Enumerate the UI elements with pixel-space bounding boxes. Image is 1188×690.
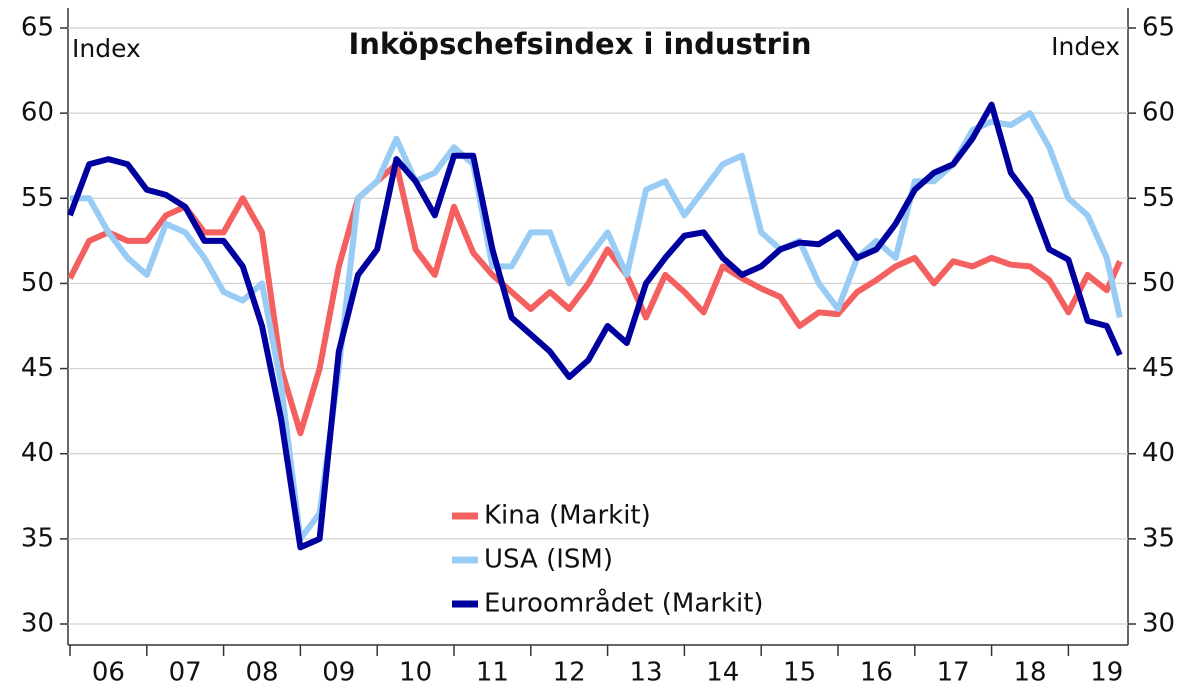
chart-title: Inköpschefsindex i industrin (348, 27, 811, 61)
legend-label: Kina (Markit) (484, 501, 651, 531)
y2-tick-label: 50 (1142, 268, 1175, 298)
x-tick-label: 07 (169, 658, 202, 688)
x-tick-label: 12 (553, 658, 586, 688)
x-tick-label: 16 (860, 658, 893, 688)
series-line (67, 101, 1123, 551)
y-tick-label: 45 (21, 353, 54, 383)
x-tick-label: 17 (937, 658, 970, 688)
series-line (67, 161, 1123, 437)
y2-axis-label: Index (1051, 32, 1120, 61)
y2-tick-label: 65 (1142, 13, 1175, 43)
y-axis-label: Index (72, 34, 141, 63)
series-line (70, 110, 1123, 542)
x-tick-label: 13 (629, 658, 662, 688)
legend-label: Euroområdet (Markit) (484, 588, 764, 619)
y2-tick-label: 40 (1142, 438, 1175, 468)
x-tick-label: 15 (783, 658, 816, 688)
x-tick-label: 11 (476, 658, 509, 688)
y2-tick-label: 35 (1142, 523, 1175, 553)
legend-label: USA (ISM) (484, 545, 613, 575)
x-tick-label: 10 (399, 658, 432, 688)
x-tick-label: 09 (322, 658, 355, 688)
y-tick-label: 65 (21, 13, 54, 43)
y2-tick-label: 30 (1142, 609, 1175, 639)
x-tick-label: 06 (92, 658, 125, 688)
y-tick-label: 60 (21, 98, 54, 128)
x-tick-label: 19 (1090, 658, 1123, 688)
y-tick-label: 40 (21, 438, 54, 468)
y2-tick-label: 45 (1142, 353, 1175, 383)
x-tick-label: 18 (1013, 658, 1046, 688)
y-tick-label: 35 (21, 523, 54, 553)
y-tick-label: 30 (21, 609, 54, 639)
x-tick-label: 08 (245, 658, 278, 688)
y-tick-label: 50 (21, 268, 54, 298)
x-tick-label: 14 (706, 658, 739, 688)
y2-tick-label: 60 (1142, 98, 1175, 128)
y-tick-label: 55 (21, 183, 54, 213)
y2-tick-label: 55 (1142, 183, 1175, 213)
